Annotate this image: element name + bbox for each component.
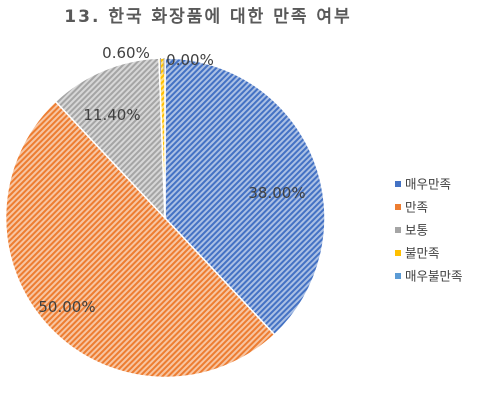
legend-label-5: 매우불만족 bbox=[405, 269, 463, 284]
legend-swatch-5 bbox=[395, 273, 401, 279]
pie-slices bbox=[4, 57, 326, 379]
legend-label-3: 보통 bbox=[405, 223, 428, 238]
data-labels: 38.00% 50.00% 11.40% 0.60% 0.00% bbox=[38, 44, 305, 316]
data-label-3: 11.40% bbox=[83, 106, 140, 124]
legend-swatch-3 bbox=[395, 227, 401, 233]
pie-slice-2 bbox=[4, 100, 276, 379]
legend-swatch-1 bbox=[395, 181, 401, 187]
data-label-1: 38.00% bbox=[248, 184, 305, 202]
leader-lines bbox=[160, 58, 165, 74]
chart-title: 13. 한국 화장품에 대한 만족 여부 bbox=[64, 7, 351, 27]
data-label-5: 0.00% bbox=[166, 51, 214, 69]
legend-label-2: 만족 bbox=[405, 200, 428, 215]
legend-label-1: 매우만족 bbox=[405, 177, 451, 192]
legend-swatch-4 bbox=[395, 250, 401, 256]
pie-slice-4 bbox=[158, 57, 166, 219]
data-label-4: 0.60% bbox=[102, 44, 150, 62]
legend-swatch-2 bbox=[395, 204, 401, 210]
data-label-2: 50.00% bbox=[38, 298, 95, 316]
legend-label-4: 불만족 bbox=[405, 246, 440, 261]
pie-slice-3 bbox=[54, 57, 166, 220]
pie-slice-1 bbox=[164, 57, 326, 336]
